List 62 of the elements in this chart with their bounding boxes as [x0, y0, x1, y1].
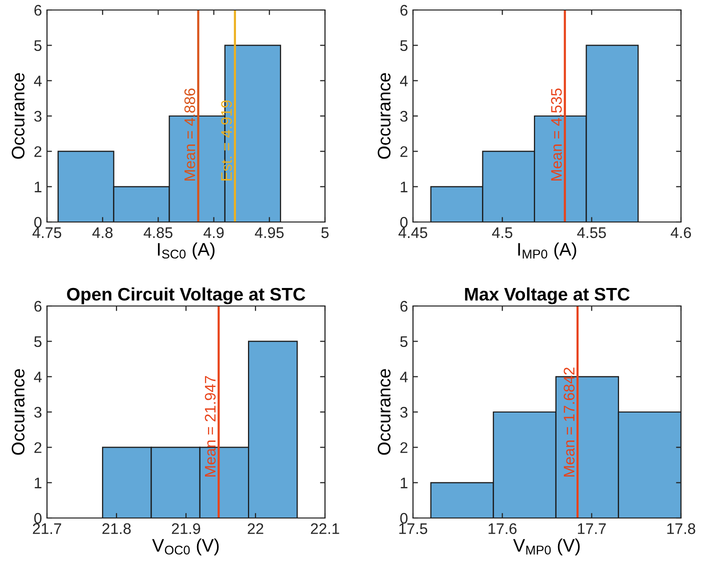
y-axis-title: Occurance [12, 369, 25, 455]
y-tick-label: 2 [400, 146, 408, 157]
x-tick-label: 4.6 [670, 227, 691, 238]
y-tick-label: 3 [400, 110, 408, 122]
x-tick-label: 4.55 [577, 227, 606, 238]
y-tick-label: 2 [400, 442, 408, 453]
y-axis-title: Occurance [12, 73, 25, 159]
x-tick-label: 4.8 [92, 227, 113, 238]
ref-line-label: Mean = 4.535 [551, 88, 562, 180]
y-tick-label: 5 [34, 336, 42, 348]
y-axis-title: Occurance [378, 369, 391, 455]
y-tick-label: 4 [400, 76, 408, 86]
x-tick-label: 17.8 [667, 523, 696, 534]
x-tick-label: 17.6 [488, 523, 517, 534]
y-tick-label: 4 [34, 76, 42, 86]
x-tick-label: 21.7 [32, 523, 62, 534]
y-tick-label: 1 [34, 478, 42, 488]
x-axis-title: V$_{MP0}$ (V) [513, 538, 580, 556]
y-tick-label: 4 [34, 372, 42, 382]
y-tick-label: 3 [400, 406, 408, 418]
y-tick-label: 0 [34, 512, 42, 524]
y-tick-label: 3 [34, 110, 42, 122]
x-tick-label: 4.95 [254, 227, 284, 238]
x-tick-label: 4.5 [492, 227, 512, 238]
x-axis-title: V$_{OC0}$ (V) [152, 538, 219, 556]
y-tick-label: 6 [400, 300, 408, 312]
x-tick-label: 4.9 [204, 227, 224, 238]
y-axis-title: Occurance [378, 73, 391, 159]
y-tick-label: 0 [34, 216, 42, 228]
x-tick-label: 17.5 [399, 523, 428, 534]
x-tick-label: 4.45 [398, 227, 428, 238]
x-tick-label: 17.7 [578, 523, 606, 534]
ref-line-label: Mean = 21.947 [204, 376, 216, 476]
chart-title: Open Circuit Voltage at STC [67, 287, 306, 304]
x-tick-label: 21.8 [102, 523, 131, 534]
ref-line-label: Mean = 17.6842 [564, 368, 575, 476]
y-tick-label: 4 [400, 372, 408, 382]
x-axis-title: I$_{SC0}$ (A) [158, 242, 215, 260]
ref-line-label: Est. = 4.919 [221, 100, 232, 180]
y-tick-label: 5 [400, 336, 408, 348]
x-axis-title: I$_{MP0}$ (A) [518, 242, 576, 260]
y-tick-label: 1 [400, 182, 408, 192]
x-tick-label: 22 [248, 523, 264, 534]
y-tick-label: 0 [400, 512, 408, 524]
y-tick-label: 6 [34, 300, 42, 312]
y-tick-label: 1 [400, 478, 408, 488]
y-tick-label: 2 [34, 146, 42, 157]
y-tick-label: 6 [34, 4, 42, 16]
y-tick-label: 5 [34, 40, 42, 52]
x-tick-label: 4.85 [144, 227, 172, 238]
y-tick-label: 1 [34, 182, 42, 192]
x-tick-label: 21.9 [172, 523, 200, 534]
x-tick-label: 4.75 [32, 227, 62, 238]
y-tick-label: 6 [400, 4, 408, 16]
ref-line-label: Mean = 4.886 [184, 88, 196, 180]
y-tick-label: 3 [34, 406, 42, 418]
x-tick-label: 5 [321, 227, 329, 238]
y-tick-label: 0 [400, 216, 408, 228]
y-tick-label: 2 [34, 442, 42, 453]
chart-title: Max Voltage at STC [465, 287, 630, 304]
x-tick-label: 22.1 [310, 523, 340, 534]
y-tick-label: 5 [400, 40, 408, 52]
